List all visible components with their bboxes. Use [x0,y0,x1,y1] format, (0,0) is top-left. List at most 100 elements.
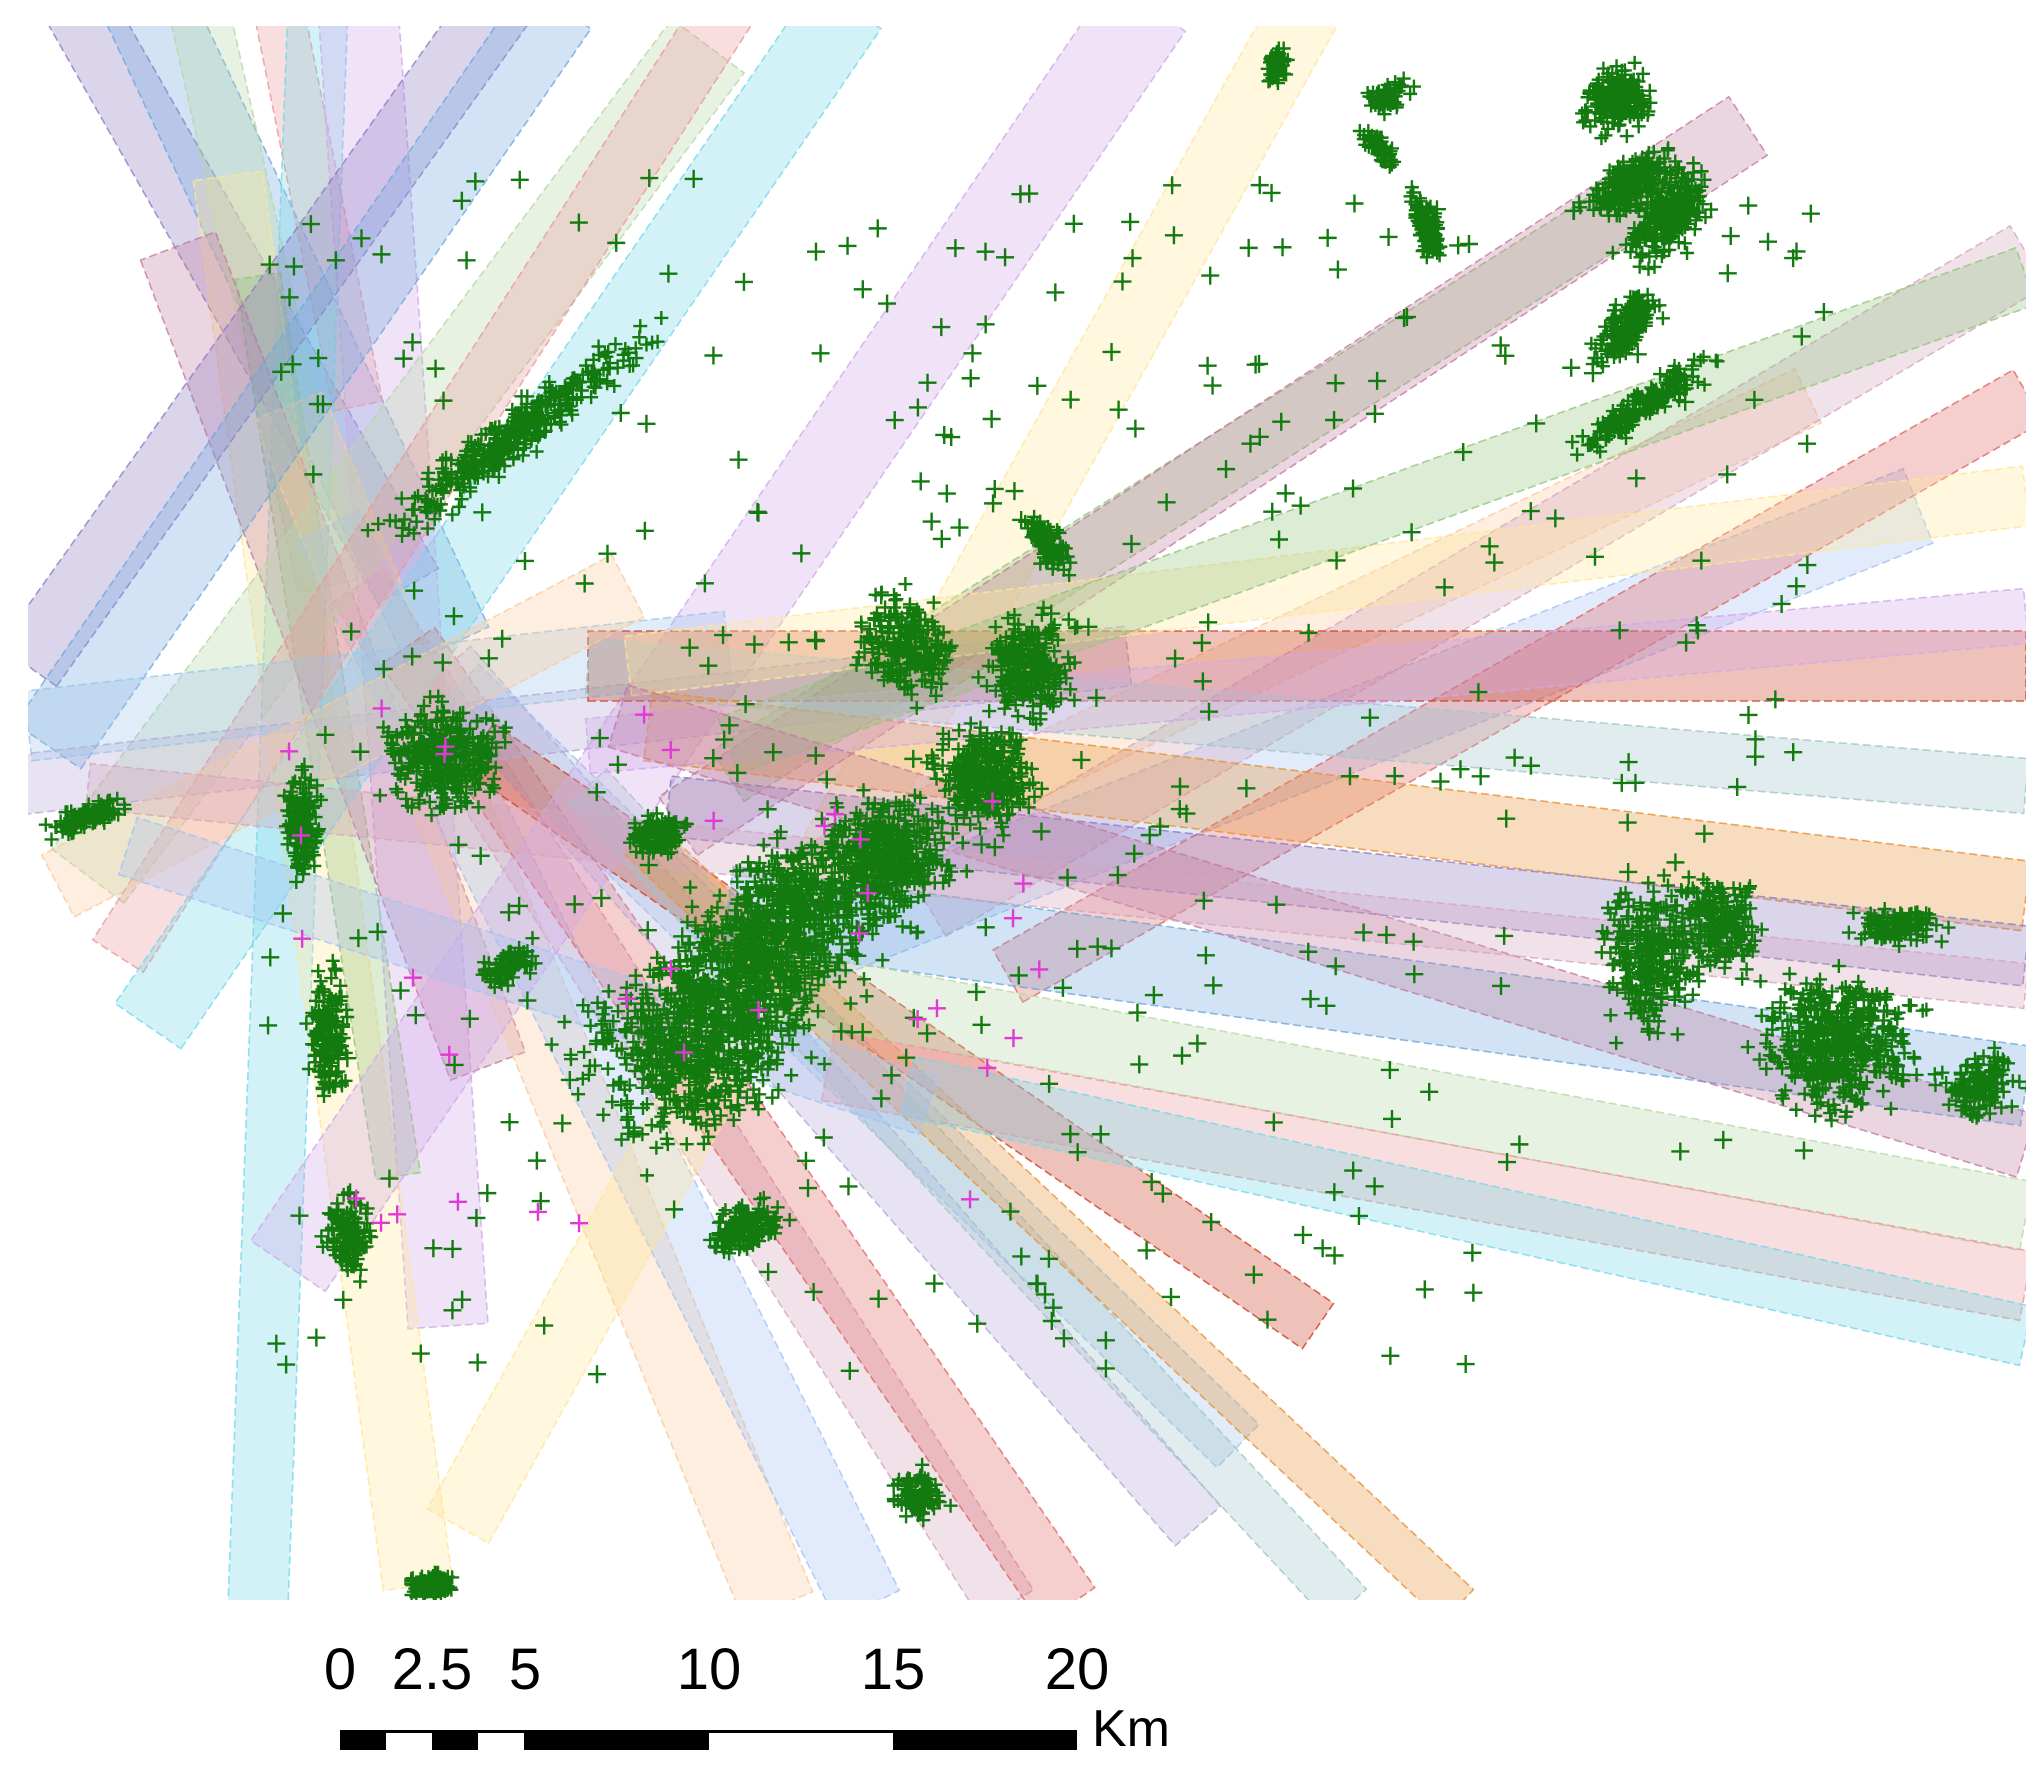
point-marker [389,782,404,797]
point-marker [771,1083,786,1098]
point-marker [485,463,500,478]
point-marker [420,493,435,508]
point-marker [38,817,53,832]
point-marker [386,746,401,761]
swath-strip [28,26,593,770]
point-marker [586,352,601,367]
point-marker [461,735,476,750]
point-marker [1680,245,1695,260]
point-marker [678,944,693,959]
swath-strip [84,762,2026,1010]
point-marker [561,382,576,397]
swath-strip [909,224,2026,938]
point-marker [424,808,439,823]
point-cluster [373,689,513,823]
point-marker [399,791,414,806]
point-marker [560,397,575,412]
point-marker [416,698,431,713]
point-marker [516,420,531,435]
point-marker [450,765,465,780]
point-marker [645,335,660,350]
point-marker [571,1087,586,1102]
point-marker [506,449,521,464]
point-marker [529,444,544,459]
point-marker [398,771,413,786]
point-marker [436,484,451,499]
point-marker [514,400,529,415]
point-marker [423,689,438,704]
swath-strip [318,26,489,1330]
point-marker [436,800,451,815]
point-marker [373,788,388,803]
point-marker [485,778,500,793]
point-marker [436,703,451,718]
point-marker [492,419,507,434]
point-marker [481,449,496,464]
point-marker [726,1112,741,1127]
point-marker [639,1168,654,1183]
point-marker [461,460,476,475]
swath-strip [992,368,2026,1004]
swath-strip [721,865,2026,1127]
point-marker [558,380,573,395]
point-marker [635,1127,650,1142]
point-marker [525,413,540,428]
point-cluster [1584,287,1670,374]
point-marker [388,756,403,771]
point-marker [544,1037,559,1052]
map-canvas[interactable] [28,26,2026,1600]
point-marker [592,372,607,387]
point-marker [413,709,428,724]
point-marker [408,743,423,758]
point-marker [435,453,450,468]
point-marker [417,716,432,731]
swath-strip [792,467,1934,985]
point-marker [474,458,489,473]
point-marker [608,337,623,352]
point-marker [411,793,426,808]
point-marker [624,1016,639,1031]
point-marker [404,800,419,815]
point-marker [487,436,502,451]
point-marker [528,401,543,416]
point-marker [480,732,495,747]
point-marker [443,724,458,739]
point-marker [513,418,528,433]
point-marker [453,731,468,746]
point-marker [444,771,459,786]
point-marker [458,744,473,759]
point-marker [427,512,442,527]
point-marker [445,507,460,522]
point-marker [452,499,467,514]
point-marker [577,1045,592,1060]
point-marker [492,457,507,472]
point-cluster [544,878,874,1183]
swath-strip [170,26,359,594]
point-marker [629,351,644,366]
point-marker [431,472,446,487]
point-marker [574,383,589,398]
swath-strip [28,26,528,688]
point-marker [485,713,500,728]
swath-strip [584,637,2026,815]
point-marker [558,396,573,411]
point-marker [429,714,444,729]
point-marker [600,376,615,391]
point-marker [433,481,448,496]
point-marker [416,747,431,762]
point-marker [619,1112,634,1127]
point-marker [535,411,550,426]
point-marker [463,721,477,736]
point-marker [498,735,513,750]
point-marker [402,758,417,773]
point-marker [397,512,412,527]
swath-layer [28,26,2026,1600]
point-marker [407,491,422,506]
point-marker [1619,129,1634,144]
point-marker [1627,55,1642,70]
point-marker [449,712,464,727]
point-marker [473,437,488,452]
point-marker [451,456,466,471]
swath-strip [426,26,1338,1545]
point-marker [425,755,440,770]
